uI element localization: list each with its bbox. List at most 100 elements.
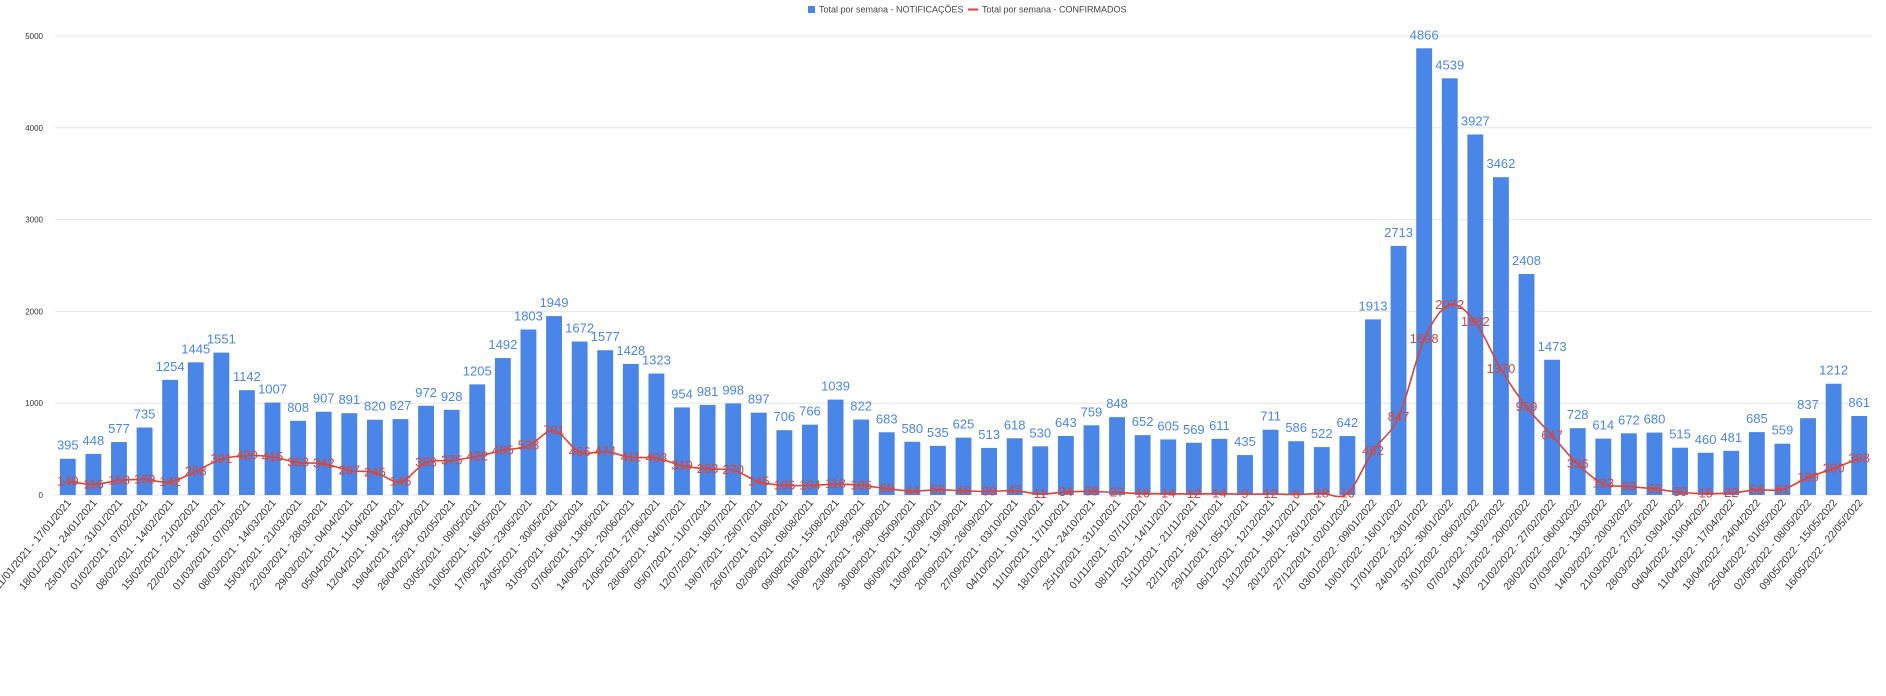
- bar-label-32: 683: [876, 411, 898, 426]
- bar-label-42: 652: [1132, 414, 1154, 429]
- bar-label-2: 577: [108, 421, 130, 436]
- line-label-51: 482: [1362, 443, 1384, 458]
- line-label-28: 106: [774, 477, 796, 492]
- bar-19: [546, 316, 562, 495]
- line-label-64: 15: [1698, 486, 1712, 501]
- bar-label-52: 2713: [1384, 225, 1413, 240]
- bar-label-12: 820: [364, 399, 386, 414]
- line-label-60: 123: [1592, 476, 1614, 491]
- bar-55: [1467, 134, 1484, 495]
- bar-label-30: 1039: [821, 379, 850, 394]
- bar-44: [1185, 442, 1202, 495]
- bar-16: [469, 384, 486, 495]
- line-label-4: 142: [159, 474, 181, 489]
- bar-label-25: 981: [697, 384, 719, 399]
- line-label-46: 9: [1241, 486, 1248, 501]
- bar-10: [315, 411, 332, 495]
- bar-label-1: 448: [83, 433, 105, 448]
- bar-label-4: 1254: [156, 359, 185, 374]
- line-label-32: 69: [879, 481, 893, 496]
- bar-label-39: 643: [1055, 415, 1077, 430]
- bar-58: [1544, 359, 1561, 495]
- bar-label-33: 580: [901, 421, 923, 436]
- bar-label-9: 808: [287, 400, 309, 415]
- line-label-52: 847: [1388, 409, 1410, 424]
- bar-label-44: 569: [1183, 422, 1205, 437]
- y-tick-label-1000: 1000: [25, 399, 43, 408]
- bar-label-38: 530: [1029, 425, 1051, 440]
- bar-18: [520, 329, 537, 495]
- bar-61: [1620, 433, 1637, 495]
- bar-42: [1134, 435, 1151, 495]
- bar-label-14: 972: [415, 385, 437, 400]
- bar-label-69: 1212: [1819, 363, 1848, 378]
- bar-13: [392, 419, 409, 495]
- bar-label-68: 837: [1797, 397, 1819, 412]
- line-confirmados: [67, 303, 1860, 498]
- line-label-61: 93: [1622, 478, 1636, 493]
- line-label-39: 34: [1059, 484, 1073, 499]
- line-label-27: 145: [748, 474, 770, 489]
- line-label-3: 169: [134, 471, 156, 486]
- bar-label-47: 711: [1260, 409, 1281, 424]
- line-label-31: 106: [850, 477, 872, 492]
- line-label-45: 14: [1212, 486, 1226, 501]
- bar-label-27: 897: [748, 392, 770, 407]
- bar-label-15: 928: [441, 389, 463, 404]
- bar-57: [1518, 273, 1535, 495]
- bar-label-65: 481: [1720, 430, 1742, 445]
- bar-label-11: 891: [338, 392, 360, 407]
- line-label-7: 429: [236, 448, 258, 463]
- bar-0: [59, 458, 76, 495]
- bar-63: [1672, 447, 1688, 495]
- line-label-0: 149: [57, 473, 79, 488]
- line-label-5: 258: [185, 463, 207, 478]
- line-label-13: 146: [390, 474, 412, 489]
- line-label-70: 398: [1848, 450, 1870, 465]
- line-label-17: 485: [492, 442, 514, 457]
- bars-notificacoes: [59, 48, 1868, 496]
- bar-49: [1313, 447, 1330, 495]
- line-label-69: 290: [1823, 460, 1845, 475]
- line-label-54: 2072: [1435, 297, 1464, 312]
- line-label-15: 375: [441, 453, 463, 468]
- bar-label-70: 861: [1848, 395, 1870, 410]
- line-label-57: 959: [1516, 399, 1538, 414]
- bar-label-26: 998: [722, 382, 744, 397]
- line-label-25: 283: [697, 461, 719, 476]
- line-label-41: 27: [1110, 485, 1124, 500]
- line-label-43: 14: [1161, 486, 1175, 501]
- bar-40: [1083, 425, 1100, 495]
- bar-label-28: 706: [774, 409, 796, 424]
- line-label-8: 415: [262, 449, 284, 464]
- line-label-62: 66: [1647, 481, 1661, 496]
- bar-label-51: 1913: [1359, 298, 1388, 313]
- line-label-22: 411: [620, 449, 641, 464]
- y-tick-label-3000: 3000: [25, 216, 43, 225]
- bar-47: [1262, 429, 1279, 495]
- bar-62: [1646, 432, 1663, 495]
- bar-20: [571, 341, 588, 495]
- line-label-23: 403: [646, 450, 668, 465]
- bar-label-60: 614: [1592, 418, 1614, 433]
- bar-52: [1390, 245, 1407, 495]
- line-label-55: 1882: [1461, 314, 1490, 329]
- legend-label-confirmados: Total por semana - CONFIRMADOS: [982, 5, 1127, 15]
- line-label-65: 22: [1724, 485, 1738, 500]
- bar-53: [1416, 48, 1433, 495]
- bar-48: [1288, 441, 1305, 495]
- bar-56: [1492, 177, 1509, 495]
- bar-4: [162, 379, 179, 495]
- line-label-18: 538: [518, 438, 540, 453]
- line-label-21: 474: [594, 443, 616, 458]
- line-label-26: 270: [722, 462, 744, 477]
- bar-label-22: 1428: [616, 343, 645, 358]
- bar-label-13: 827: [390, 398, 412, 413]
- line-label-67: 61: [1775, 481, 1789, 496]
- bar-11: [341, 413, 358, 495]
- bar-14: [418, 405, 435, 495]
- line-label-40: 38: [1084, 484, 1098, 499]
